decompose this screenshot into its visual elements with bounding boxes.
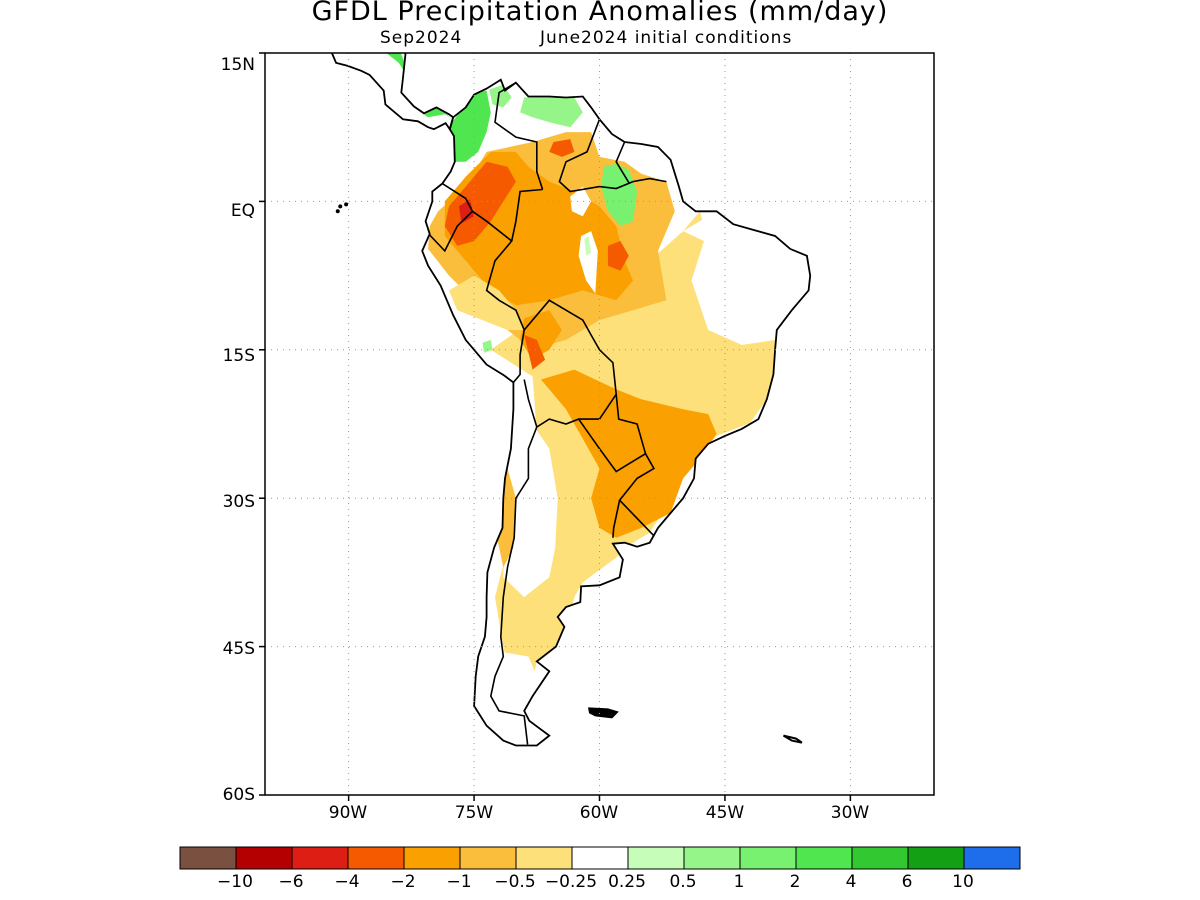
colorbar-swatch bbox=[739, 846, 797, 870]
country-border bbox=[429, 182, 474, 253]
country-border bbox=[615, 141, 630, 184]
colorbar-label: 2 bbox=[789, 872, 801, 892]
colorbar-swatch bbox=[291, 846, 349, 870]
axis-ticks bbox=[259, 52, 852, 801]
anomaly-patch bbox=[524, 335, 546, 370]
coastlines bbox=[330, 53, 812, 747]
lon-label-90w: 90W bbox=[328, 803, 368, 823]
galapagos-island bbox=[338, 204, 343, 209]
colorbar-label: 4 bbox=[845, 872, 857, 892]
anomaly-patch bbox=[578, 231, 598, 294]
colorbar-label: −2 bbox=[390, 872, 416, 892]
colorbar-swatch bbox=[851, 846, 909, 870]
lat-label-60s: 60S bbox=[222, 785, 255, 805]
colorbar-swatch bbox=[963, 846, 1021, 870]
country-border bbox=[618, 453, 655, 537]
anomaly-patch bbox=[459, 199, 475, 224]
lat-label-45s: 45S bbox=[222, 639, 255, 659]
forecast-month: Sep2024 bbox=[380, 28, 463, 48]
colorbar-label: 10 bbox=[952, 872, 974, 892]
lat-label-15s: 15S bbox=[222, 346, 255, 366]
anomaly-patch bbox=[444, 161, 516, 246]
lat-label-30s: 30S bbox=[222, 492, 255, 512]
south-america-coastline bbox=[421, 78, 812, 747]
south-georgia-island bbox=[782, 734, 803, 744]
anomaly-patch bbox=[541, 369, 717, 538]
anomaly-patch bbox=[503, 424, 558, 598]
anomaly-patch bbox=[450, 90, 491, 162]
country-border bbox=[510, 188, 543, 242]
colorbar-swatch bbox=[235, 846, 293, 870]
colorbar-swatch bbox=[515, 846, 573, 870]
falkland-islands bbox=[587, 707, 619, 719]
galapagos-island bbox=[344, 202, 349, 207]
country-border bbox=[471, 210, 526, 383]
lon-label-45w: 45W bbox=[705, 803, 745, 823]
colorbar-label: 1 bbox=[733, 872, 745, 892]
colorbar-swatch bbox=[907, 846, 965, 870]
central-america-coastline bbox=[330, 53, 455, 132]
colorbar-label: −6 bbox=[278, 872, 304, 892]
colorbar-label: −1 bbox=[446, 872, 472, 892]
anomaly-patch bbox=[449, 275, 525, 330]
anomaly-patch bbox=[549, 139, 575, 157]
colorbar-swatch bbox=[179, 846, 237, 870]
country-border bbox=[612, 500, 621, 538]
anomaly-patch bbox=[570, 186, 592, 217]
lat-label-15n: 15N bbox=[220, 55, 255, 75]
country-border bbox=[558, 119, 667, 193]
lat-label-eq: EQ bbox=[230, 201, 255, 221]
country-border bbox=[523, 299, 618, 429]
colorbar-label: 0.5 bbox=[669, 872, 697, 892]
colorbar-swatch bbox=[627, 846, 685, 870]
colorbar-label: −4 bbox=[334, 872, 360, 892]
initial-conditions: June2024 initial conditions bbox=[540, 28, 793, 48]
lon-label-30w: 30W bbox=[830, 803, 870, 823]
anomaly-patch bbox=[520, 96, 583, 128]
colorbar-swatch bbox=[571, 846, 629, 870]
colorbar-label: −0.25 bbox=[544, 872, 598, 892]
country-border bbox=[494, 82, 544, 190]
galapagos-island bbox=[335, 209, 340, 214]
colorbar-label: −0.5 bbox=[494, 872, 536, 892]
colorbar-swatch bbox=[795, 846, 853, 870]
colorbar bbox=[179, 846, 1021, 870]
lon-label-60w: 60W bbox=[579, 803, 619, 823]
graticule bbox=[265, 53, 934, 795]
colorbar-swatch bbox=[459, 846, 517, 870]
lon-label-75w: 75W bbox=[454, 803, 494, 823]
colorbar-label: −10 bbox=[217, 872, 253, 892]
colorbar-swatch bbox=[683, 846, 741, 870]
anomaly-patch bbox=[683, 211, 811, 345]
anomaly-patch bbox=[482, 339, 493, 353]
anomaly-patch bbox=[601, 163, 638, 227]
anomaly-patch bbox=[607, 241, 629, 271]
colorbar-label: 0.25 bbox=[608, 872, 646, 892]
colorbar-swatch bbox=[347, 846, 405, 870]
colorbar-label: 6 bbox=[901, 872, 913, 892]
anomaly-patch bbox=[584, 236, 592, 256]
country-border bbox=[489, 426, 538, 745]
colorbar-swatch bbox=[403, 846, 461, 870]
map-title: GFDL Precipitation Anomalies (mm/day) bbox=[311, 0, 889, 27]
